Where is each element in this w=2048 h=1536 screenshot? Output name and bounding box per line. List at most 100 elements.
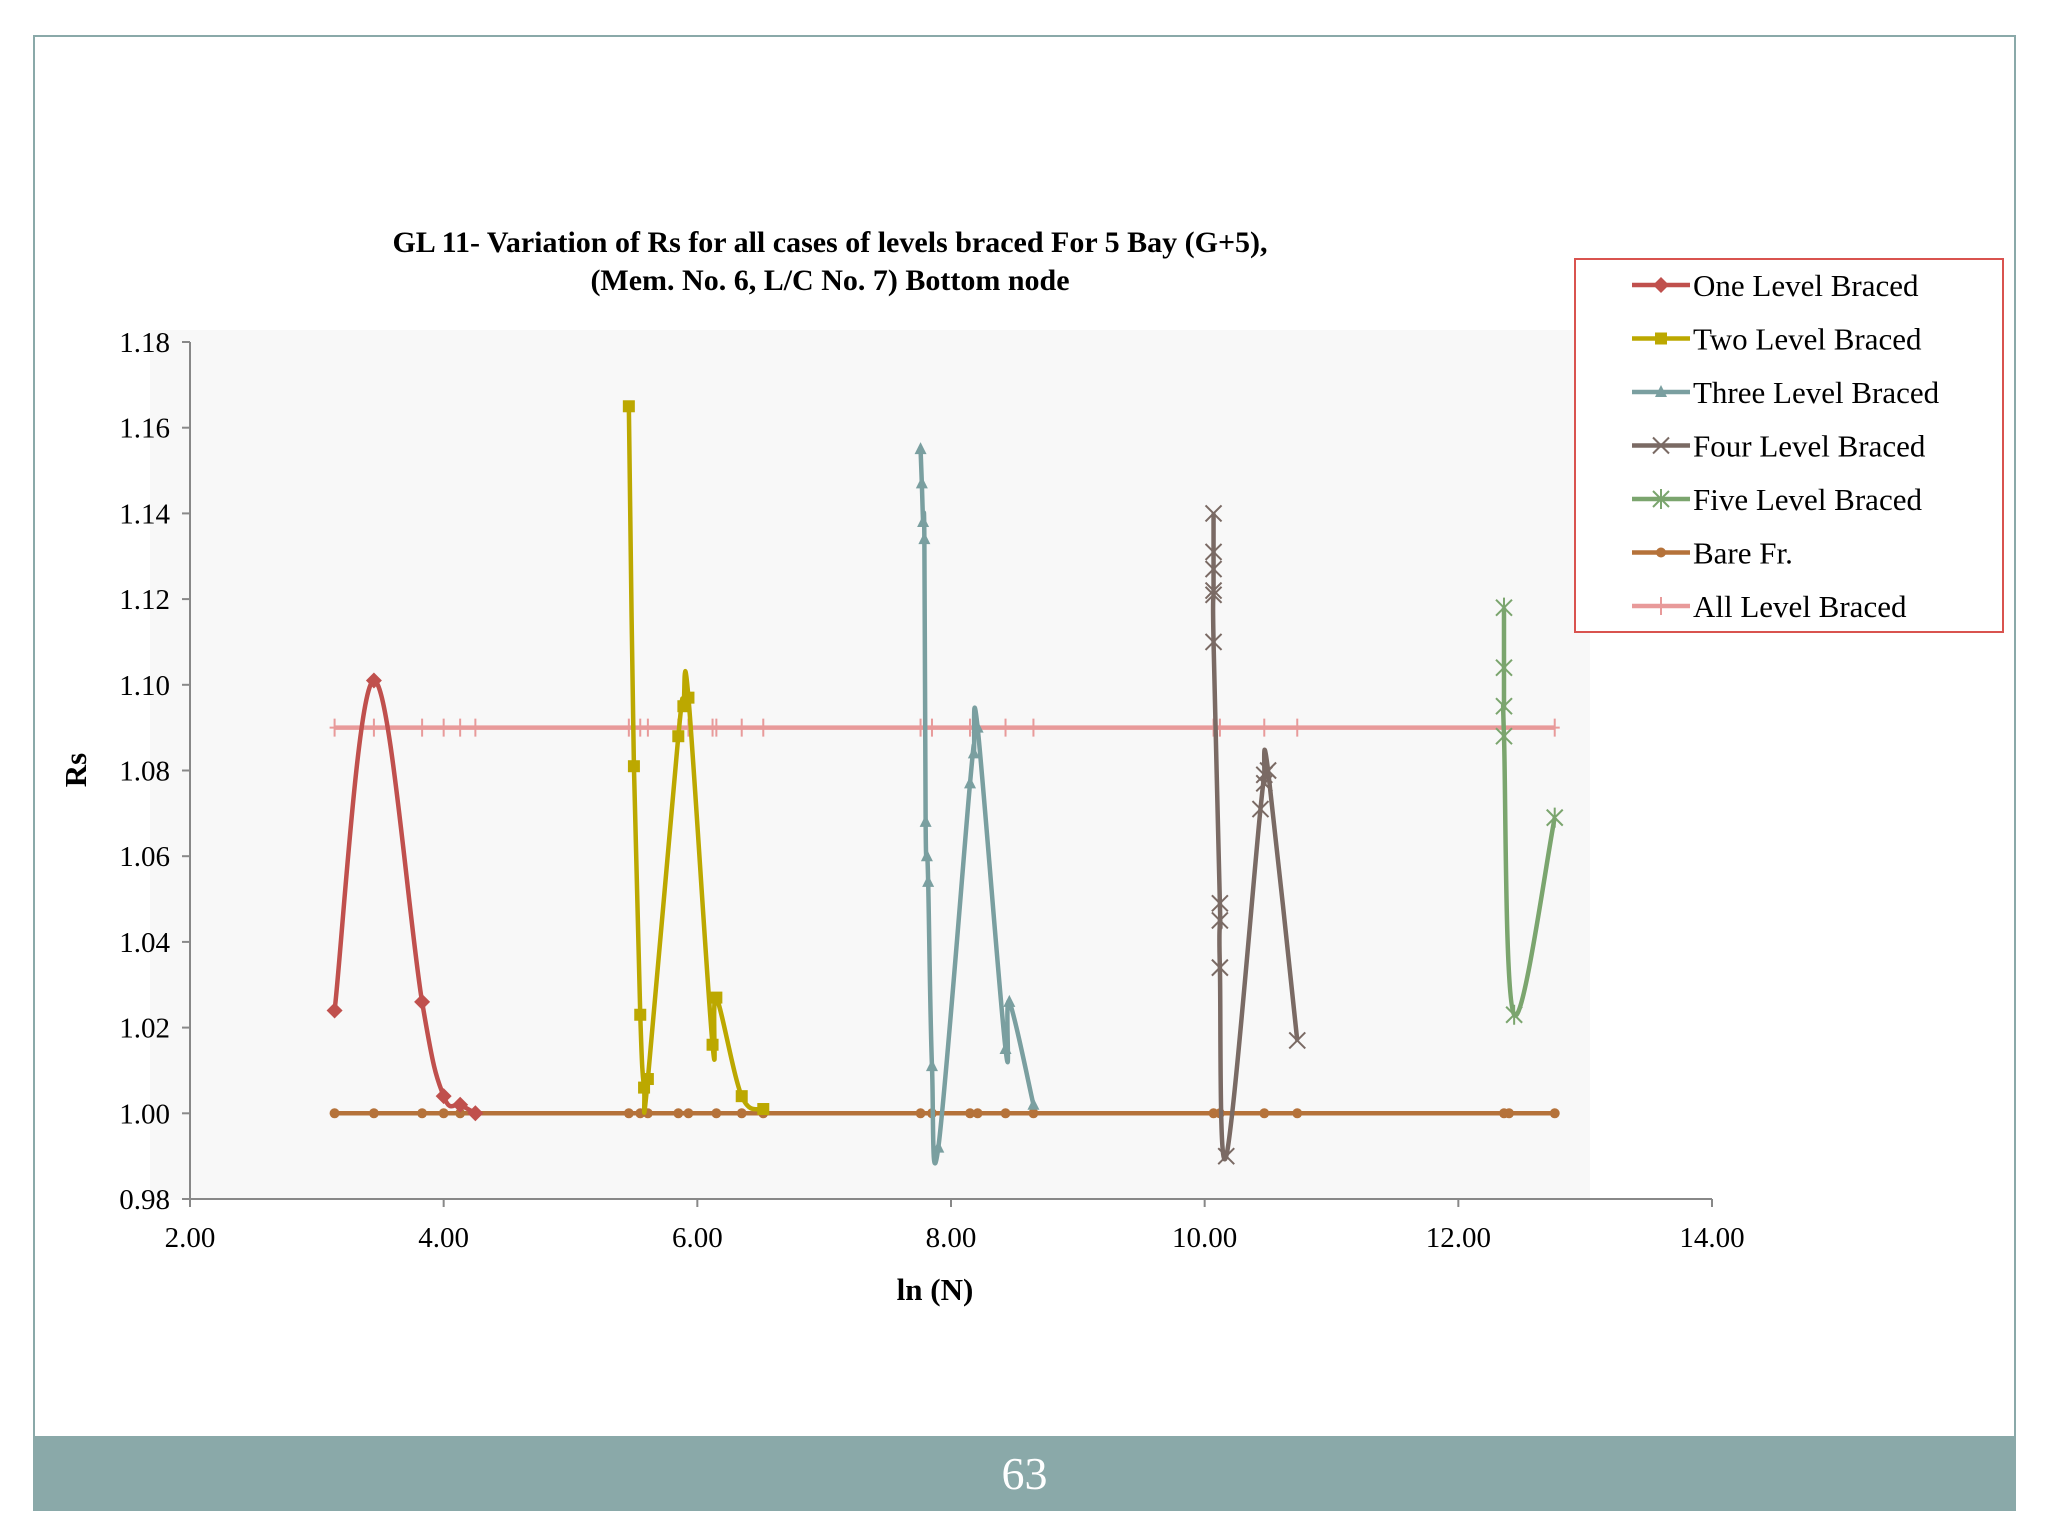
data-point	[711, 718, 722, 737]
y-tick-label: 1.10	[119, 670, 170, 702]
data-point	[455, 1108, 466, 1119]
data-point	[1505, 1004, 1523, 1025]
legend-entry: Bare Fr.	[1632, 536, 1793, 571]
legend-swatch-marker	[1655, 332, 1667, 345]
legend-swatch-marker	[1653, 277, 1669, 293]
legend-entry: Two Level Braced	[1632, 322, 1922, 357]
legend-entry: Four Level Braced	[1632, 429, 1926, 464]
y-tick-label: 1.18	[119, 327, 170, 359]
y-tick-label: 1.08	[119, 756, 170, 788]
footer-band: 63	[33, 1436, 2016, 1511]
data-point	[438, 1108, 449, 1119]
data-point	[964, 776, 977, 789]
series-line	[626, 406, 765, 1115]
y-tick-label: 1.14	[119, 498, 170, 530]
y-tick-label: 1.04	[119, 927, 170, 959]
series-one-level-braced	[326, 672, 484, 1122]
data-point	[1549, 1108, 1560, 1119]
data-point	[920, 849, 933, 862]
data-point	[1549, 718, 1560, 737]
data-point	[967, 746, 980, 759]
legend-label: Five Level Braced	[1693, 482, 1922, 517]
data-point	[452, 1096, 469, 1113]
data-point	[365, 672, 382, 689]
data-point	[1217, 1147, 1235, 1165]
data-point	[1495, 597, 1513, 618]
data-point	[1204, 633, 1223, 651]
y-tick-label: 1.06	[119, 841, 170, 873]
data-point	[710, 991, 723, 1004]
y-tick-label: 1.02	[119, 1013, 170, 1045]
series-layer	[326, 400, 1564, 1166]
data-point	[999, 1042, 1012, 1055]
data-point	[915, 1108, 926, 1119]
data-point	[1211, 958, 1229, 977]
series-three-level-braced	[914, 442, 1040, 1166]
data-point	[642, 718, 653, 737]
data-point	[1495, 696, 1513, 717]
x-axis-label: ln (N)	[897, 1272, 974, 1307]
legend-entry: Three Level Braced	[1632, 375, 1940, 410]
x-tick-label: 14.00	[1679, 1222, 1744, 1254]
legend-label: One Level Braced	[1693, 268, 1919, 303]
data-point	[1027, 1097, 1040, 1110]
data-point	[435, 1088, 452, 1105]
data-point	[1292, 1108, 1303, 1119]
data-point	[414, 993, 431, 1010]
chart-title-line2: (Mem. No. 6, L/C No. 7) Bottom node	[590, 264, 1069, 297]
data-point	[1204, 543, 1223, 561]
data-point	[368, 718, 379, 737]
data-point	[932, 1140, 945, 1153]
data-point	[736, 718, 747, 737]
data-point	[735, 1090, 748, 1103]
legend: One Level Braced Two Level Braced Three Le…	[1574, 258, 2004, 633]
legend-label: Three Level Braced	[1693, 375, 1940, 410]
axes: 0.98 1.00 1.02 1.04 1.06 1.08 1.10 1.12 1.14 1.16…	[119, 327, 1744, 1254]
data-point	[757, 1103, 770, 1116]
data-point	[455, 718, 466, 737]
data-point	[965, 1108, 976, 1119]
data-point	[1495, 726, 1513, 747]
data-point	[672, 730, 685, 743]
data-point	[758, 718, 769, 737]
data-point	[706, 1038, 719, 1051]
data-point	[1259, 761, 1277, 780]
legend-swatch-marker	[1652, 489, 1670, 509]
legend-entry: Five Level Braced	[1632, 482, 1922, 517]
data-point	[682, 691, 695, 704]
y-axis-label: Rs	[58, 753, 93, 787]
data-point	[634, 1008, 647, 1021]
data-point	[1204, 504, 1223, 523]
series-four-level-braced	[1204, 504, 1306, 1165]
data-point	[329, 718, 340, 737]
data-point	[1204, 586, 1223, 604]
data-point	[623, 1108, 634, 1119]
data-point	[1504, 1108, 1515, 1119]
y-tick-label: 1.12	[119, 584, 170, 616]
data-point	[470, 718, 481, 737]
y-tick-label: 0.98	[119, 1184, 170, 1216]
data-point	[1259, 1108, 1270, 1119]
data-point	[467, 1105, 484, 1122]
data-point	[914, 442, 927, 455]
data-point	[1204, 581, 1223, 600]
data-point	[972, 1108, 983, 1119]
data-point	[971, 720, 984, 733]
legend-swatch-marker	[1652, 436, 1670, 455]
data-point	[1000, 1108, 1011, 1119]
legend-swatch-marker	[1656, 547, 1666, 558]
legend-swatch-marker	[1655, 385, 1667, 397]
legend-swatch-marker	[1656, 597, 1666, 615]
data-point	[1003, 994, 1016, 1007]
data-point	[1000, 718, 1011, 737]
series-two-level-braced	[622, 400, 770, 1116]
data-point	[1546, 807, 1564, 828]
data-point	[1255, 774, 1273, 793]
data-point	[1495, 657, 1513, 678]
data-point	[1259, 718, 1270, 737]
data-point	[417, 718, 428, 737]
x-tick-label: 8.00	[926, 1222, 977, 1254]
page-number: 63	[1001, 1448, 1048, 1499]
data-point	[417, 1108, 428, 1119]
legend-label: Four Level Braced	[1693, 429, 1926, 464]
